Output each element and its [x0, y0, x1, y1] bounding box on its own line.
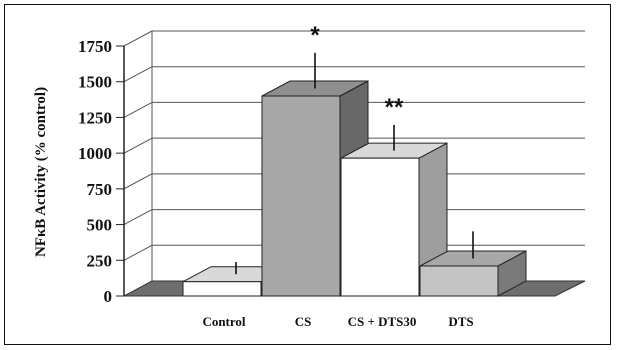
y-tick-label: 500	[87, 216, 113, 235]
gridline-side	[123, 101, 153, 118]
significance-marker: **	[385, 94, 404, 121]
x-tick-label: CS + DTS30	[348, 314, 417, 329]
y-tick-label: 250	[87, 251, 113, 270]
y-axis-label: NFκB Activity (% control)	[33, 87, 49, 257]
significance-marker: *	[310, 22, 320, 49]
x-tick-label: Control	[202, 314, 245, 329]
gridline-side	[123, 209, 153, 226]
gridline-side	[123, 66, 153, 83]
bar	[182, 281, 262, 297]
y-tick-label: 750	[87, 180, 113, 199]
bar	[261, 95, 341, 297]
bar	[419, 265, 499, 297]
y-tick-label: 0	[104, 287, 113, 306]
y-tick-label: 1000	[78, 144, 112, 163]
x-tick-label: DTS	[448, 314, 473, 329]
y-tick-label: 1500	[78, 73, 112, 92]
gridline-side	[123, 244, 153, 261]
labels-layer: 0 250 500 750 1000 1250 1500 1750 Control * CS ** CS…	[78, 22, 474, 329]
gridline-side	[123, 30, 153, 47]
bars-layer	[182, 80, 527, 297]
y-tick-label: 1750	[78, 37, 112, 56]
bar	[340, 157, 420, 297]
gridline-side	[123, 137, 153, 154]
y-tick-label: 1250	[78, 108, 112, 127]
gridline-side	[123, 173, 153, 190]
x-tick-label: CS	[295, 314, 312, 329]
error-bars-layer	[235, 52, 474, 275]
